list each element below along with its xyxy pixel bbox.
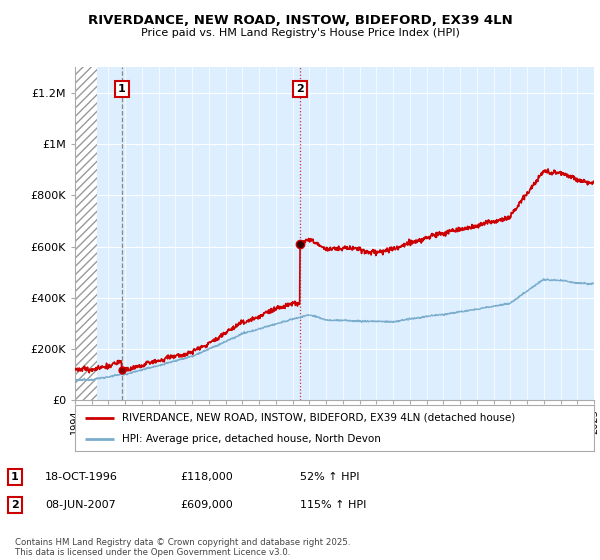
Text: 115% ↑ HPI: 115% ↑ HPI	[300, 500, 367, 510]
Text: 18-OCT-1996: 18-OCT-1996	[45, 472, 118, 482]
Text: Price paid vs. HM Land Registry's House Price Index (HPI): Price paid vs. HM Land Registry's House …	[140, 28, 460, 38]
Text: £118,000: £118,000	[180, 472, 233, 482]
Text: RIVERDANCE, NEW ROAD, INSTOW, BIDEFORD, EX39 4LN: RIVERDANCE, NEW ROAD, INSTOW, BIDEFORD, …	[88, 14, 512, 27]
Text: 2: 2	[11, 500, 19, 510]
Text: £609,000: £609,000	[180, 500, 233, 510]
Text: 1: 1	[118, 84, 126, 94]
Text: 2: 2	[296, 84, 304, 94]
Text: HPI: Average price, detached house, North Devon: HPI: Average price, detached house, Nort…	[122, 435, 380, 444]
Text: 1: 1	[11, 472, 19, 482]
Bar	[75, 67, 97, 400]
Text: RIVERDANCE, NEW ROAD, INSTOW, BIDEFORD, EX39 4LN (detached house): RIVERDANCE, NEW ROAD, INSTOW, BIDEFORD, …	[122, 413, 515, 423]
Text: 52% ↑ HPI: 52% ↑ HPI	[300, 472, 359, 482]
Text: Contains HM Land Registry data © Crown copyright and database right 2025.
This d: Contains HM Land Registry data © Crown c…	[15, 538, 350, 557]
Text: 08-JUN-2007: 08-JUN-2007	[45, 500, 116, 510]
